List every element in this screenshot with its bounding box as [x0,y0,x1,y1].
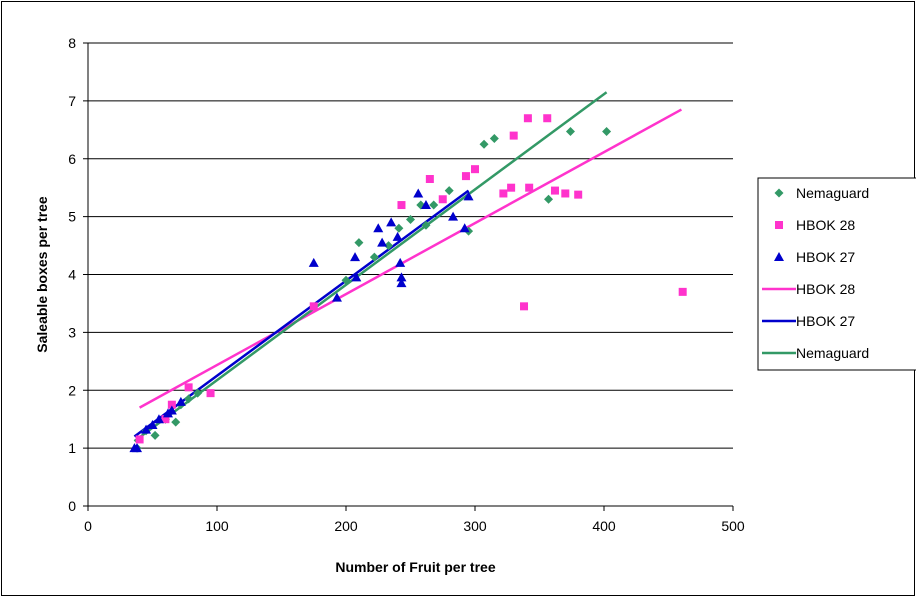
data-point-triangle [448,211,459,221]
data-point-square [425,175,434,184]
data-point-square [167,400,176,409]
data-point-diamond [341,275,351,285]
data-point-triangle [396,272,407,282]
data-point-square [678,287,687,296]
y-axis-title: Saleable boxes per tree [34,196,50,353]
data-point-triangle [395,257,406,267]
data-point-triangle [175,396,186,406]
trend-line [133,189,470,438]
trend-line [133,91,608,443]
data-point-triangle [396,278,407,288]
data-point-diamond [171,417,181,427]
data-point-triangle [350,252,361,262]
y-tick-label: 7 [68,93,76,109]
data-point-diamond [421,220,431,230]
x-axis-title: Number of Fruit per tree [335,559,495,575]
data-point-diamond [602,127,612,137]
data-point-square [438,195,447,204]
y-tick-label: 8 [68,35,76,51]
data-point-triangle [386,217,397,227]
y-tick-label: 6 [68,151,76,167]
data-point-square [471,165,479,174]
legend-marker [774,188,784,198]
data-point-triangle [459,223,470,233]
data-point-diamond [429,200,439,210]
data-point-square [161,415,170,424]
x-tick-label: 0 [84,518,92,534]
legend-label: HBOK 27 [796,249,855,265]
data-point-triangle [331,292,342,302]
legend-box [757,177,916,371]
data-point-square [543,114,552,123]
data-point-diamond [406,215,415,225]
legend-label: HBOK 27 [796,313,855,329]
data-point-diamond [479,139,489,149]
data-point-square [184,383,193,392]
data-point-triangle [132,443,143,453]
data-point-triangle [392,231,403,241]
data-point-diamond [150,430,160,440]
data-point-square [574,190,583,199]
x-tick-label: 200 [334,518,358,534]
data-point-triangle [147,419,158,429]
data-point-diamond [394,223,404,233]
data-point-square [135,435,144,444]
data-point-diamond [369,252,379,262]
data-point-square [520,302,529,311]
x-tick-label: 500 [721,518,745,534]
legend-label: HBOK 28 [796,217,855,233]
data-point-diamond [354,238,364,248]
data-point-square [509,131,518,140]
y-tick-label: 0 [68,498,76,514]
y-tick-label: 4 [68,267,76,283]
data-point-square [461,172,470,181]
data-point-triangle [141,424,152,434]
data-point-square [561,189,570,198]
x-tick-label: 100 [205,518,229,534]
data-point-triangle [153,414,164,424]
legend-label: HBOK 28 [796,281,855,297]
data-point-triangle [463,191,474,201]
data-point-diamond [444,186,454,196]
data-point-square [525,183,534,192]
legend-label: Nemaguard [796,185,869,201]
data-point-square [499,189,508,198]
data-point-square [397,201,406,210]
data-point-diamond [184,394,194,404]
data-point-square [309,302,318,311]
data-point-square [507,183,516,192]
y-tick-label: 5 [68,209,76,225]
y-tick-label: 1 [68,440,76,456]
trend-line [138,108,683,409]
data-point-diamond [384,241,394,251]
data-point-diamond [565,127,575,137]
data-point-square [206,389,215,398]
data-point-triangle [351,272,362,282]
data-point-triangle [308,257,319,267]
data-point-diamond [193,388,203,398]
data-point-triangle [420,200,431,210]
data-point-triangle [373,223,384,233]
data-point-triangle [377,237,388,247]
data-point-triangle [413,188,424,198]
data-point-diamond [489,133,499,143]
y-tick-label: 2 [68,382,76,398]
legend-marker [775,221,783,229]
data-point-triangle [166,405,177,415]
legend-marker [774,252,784,261]
data-point-square [523,114,532,123]
legend-label: Nemaguard [796,345,869,361]
x-tick-label: 300 [463,518,487,534]
data-point-diamond [544,194,554,204]
x-tick-label: 400 [592,518,616,534]
y-tick-label: 3 [68,324,76,340]
data-point-square [550,186,559,195]
